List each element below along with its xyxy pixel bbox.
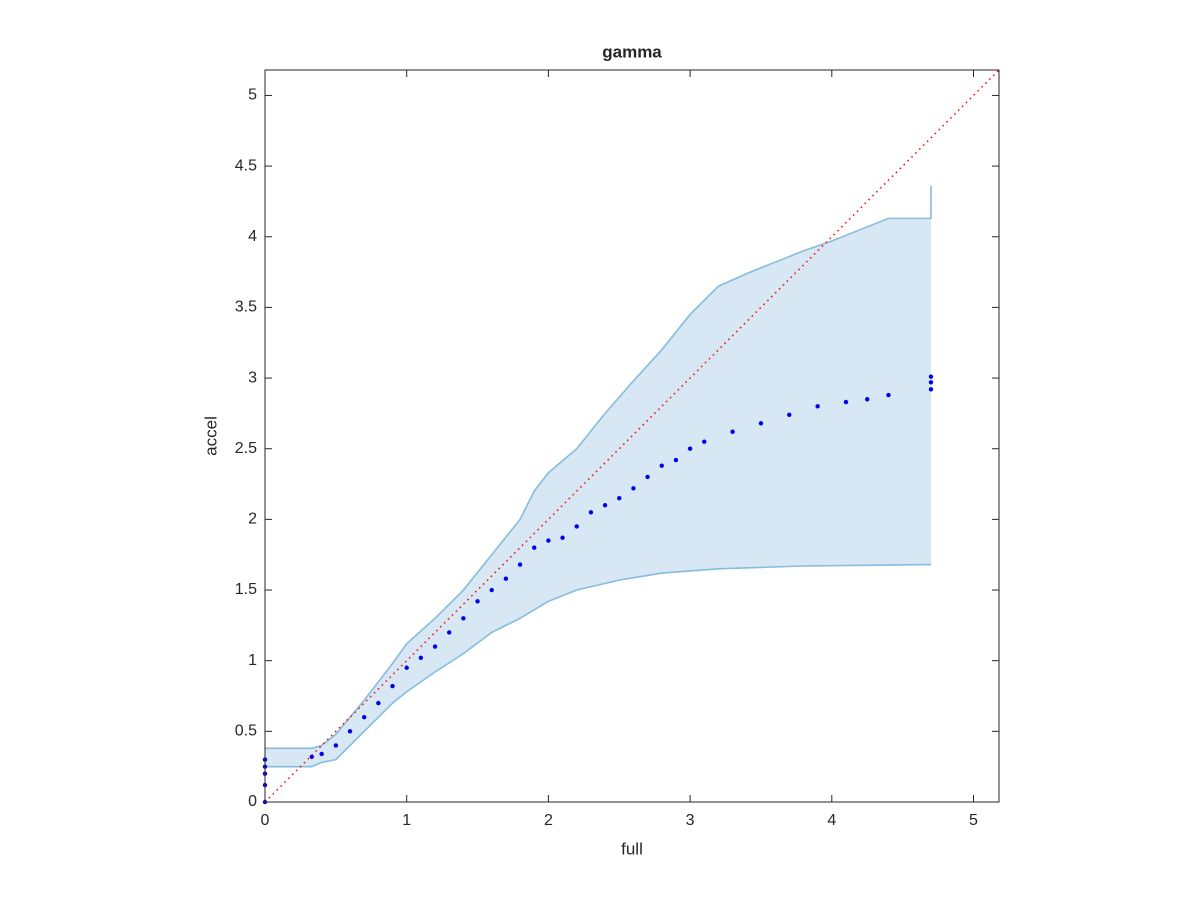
quantile-point [631, 486, 636, 491]
quantile-point [687, 446, 693, 451]
quantile-point [758, 421, 764, 426]
quantile-point [376, 700, 381, 706]
axes-box [264, 69, 1000, 803]
reference-line [264, 69, 1000, 803]
band-upper [265, 185, 932, 750]
quantile-point [928, 387, 934, 392]
quantile-point [532, 545, 537, 550]
quantile-point [319, 751, 324, 757]
quantile-point [574, 524, 579, 529]
chart-title: gamma [602, 42, 662, 61]
quantile-point [447, 630, 452, 635]
quantile-point [347, 729, 353, 734]
quantile-point [787, 412, 792, 418]
quantile-point [617, 495, 622, 501]
quantile-point [886, 392, 891, 398]
x-tick-label: 0 [261, 812, 270, 829]
quantile-point [843, 399, 849, 405]
y-tick-label: 2 [248, 511, 257, 528]
quantile-point [928, 380, 934, 385]
quantile-point [702, 439, 707, 444]
x-tick-label: 5 [969, 812, 978, 829]
quantile-point [815, 404, 820, 409]
quantile-point [560, 535, 565, 540]
y-tick-label: 1.5 [235, 581, 257, 598]
y-tick-label: 0.5 [235, 723, 257, 740]
quantile-point [361, 715, 367, 720]
y-tick-label: 3.5 [235, 299, 257, 316]
quantile-point [404, 665, 409, 670]
quantile-point [517, 562, 523, 567]
quantile-point [475, 599, 480, 604]
quantile-point [645, 474, 650, 480]
y-tick-label: 2.5 [235, 440, 257, 457]
quantile-point [418, 655, 424, 661]
quantile-point [659, 463, 664, 468]
band-lower [265, 563, 931, 768]
x-tick-label: 1 [402, 812, 411, 829]
x-axis-label: full [621, 839, 643, 858]
confidence-band [265, 185, 931, 767]
y-tick-label: 4 [248, 228, 257, 245]
y-tick-label: 1 [248, 652, 257, 669]
y-tick-label: 5 [248, 87, 257, 104]
quantile-point [673, 457, 679, 463]
quantile-point [390, 683, 395, 689]
quantile-point [309, 754, 314, 759]
y-tick-label: 3 [248, 369, 257, 386]
quantile-point [546, 538, 551, 543]
quantile-point [333, 743, 339, 748]
quantile-point [928, 374, 934, 379]
y-tick-label: 0 [248, 793, 257, 810]
x-tick-label: 4 [827, 812, 836, 829]
quantile-point [730, 429, 735, 434]
quantile-point [865, 397, 870, 402]
quantile-point [432, 644, 438, 649]
quantile-point [503, 576, 509, 581]
quantile-point [588, 510, 594, 515]
quantile-point [602, 503, 608, 508]
x-tick-label: 3 [686, 812, 695, 829]
y-axis-label: accel [201, 416, 220, 456]
y-tick-label: 4.5 [235, 157, 257, 174]
quantile-point [489, 587, 494, 593]
x-tick-label: 2 [544, 812, 553, 829]
quantile-point [461, 616, 466, 621]
